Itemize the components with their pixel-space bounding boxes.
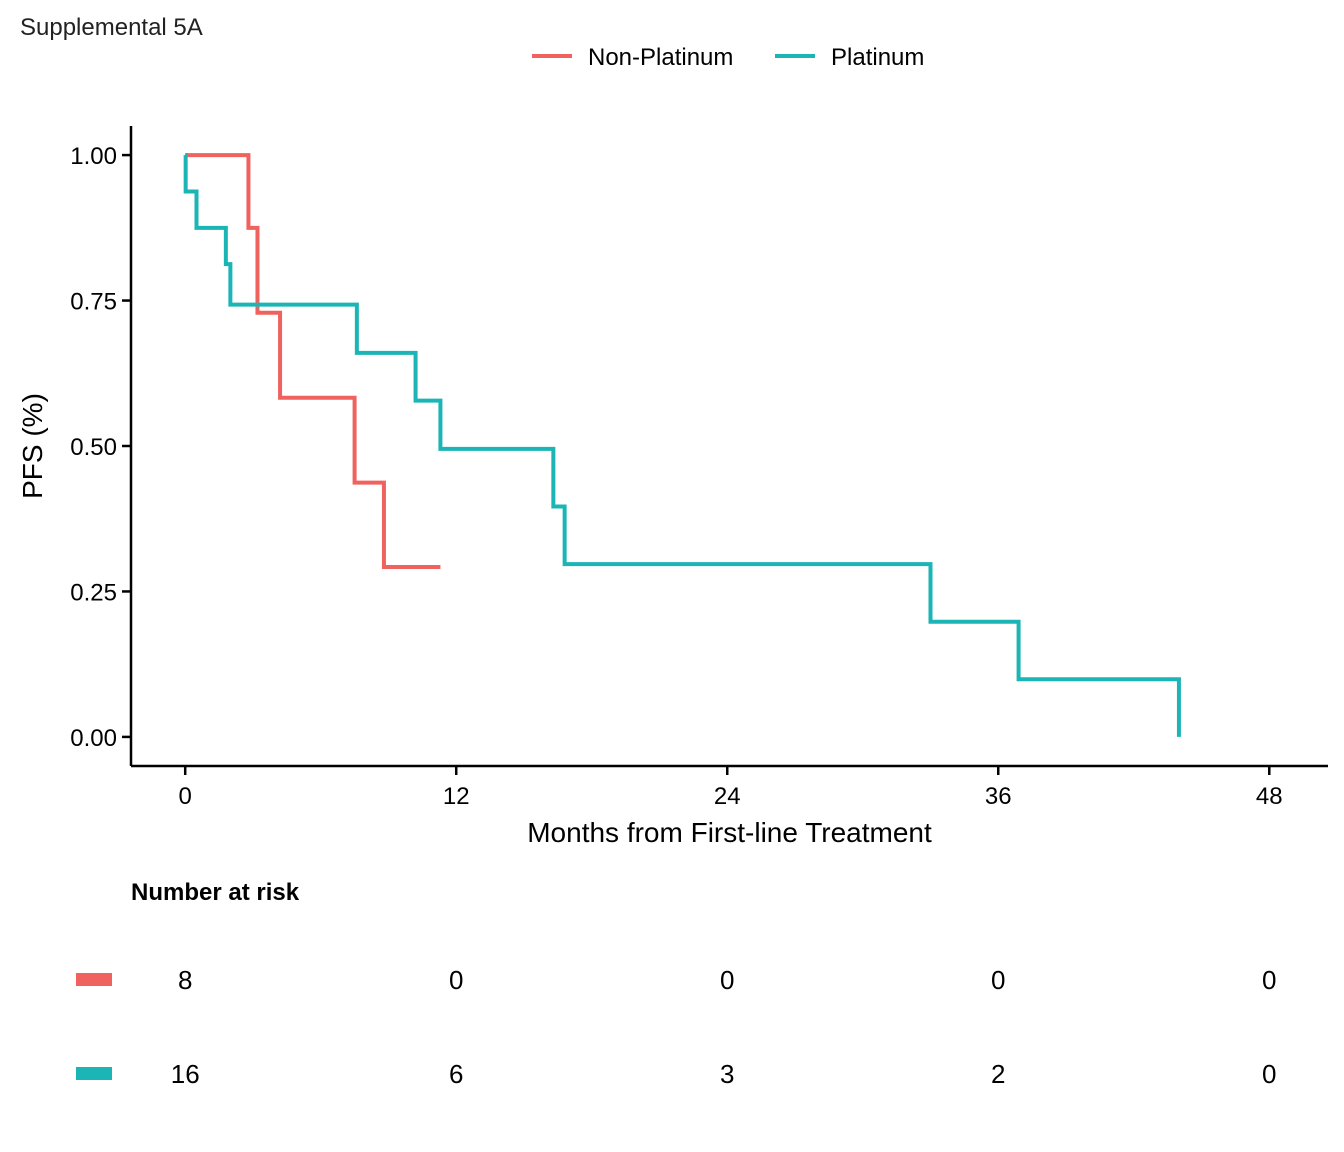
figure-label: Supplemental 5A: [20, 14, 203, 41]
curve-platinum: [183, 153, 1181, 737]
risk-row-key: [76, 973, 112, 986]
curve-non-platinum: [185, 153, 441, 570]
x-tick-label: 48: [1256, 783, 1283, 810]
y-tick-label: 0.50: [70, 434, 117, 461]
risk-count: 0: [1262, 965, 1276, 995]
y-tick-label: 0.00: [70, 725, 117, 752]
y-tick-label: 0.75: [70, 289, 117, 316]
risk-count: 2: [991, 1059, 1005, 1089]
x-tick-label: 36: [985, 783, 1012, 810]
risk-table: 8 0 0 0 0 16 6 3 2 0: [76, 965, 1277, 1089]
risk-count: 0: [720, 965, 734, 995]
risk-count: 0: [1262, 1059, 1276, 1089]
risk-count: 0: [449, 965, 463, 995]
x-tick-label: 0: [179, 783, 192, 810]
x-tick-label: 12: [443, 783, 470, 810]
legend-label-platinum: Platinum: [831, 44, 924, 71]
survival-curves: [183, 153, 1181, 737]
x-tick-label: 24: [714, 783, 741, 810]
risk-count: 16: [171, 1059, 200, 1089]
risk-count: 6: [449, 1059, 463, 1089]
y-ticks: 0.00 0.25 0.50 0.75 1.00: [70, 143, 131, 752]
y-tick-label: 1.00: [70, 143, 117, 170]
axes: 0.00 0.25 0.50 0.75 1.00 0 12 24 36 48: [70, 126, 1328, 810]
legend: Non-Platinum Platinum: [532, 44, 924, 71]
risk-count: 3: [720, 1059, 734, 1089]
legend-label-non-platinum: Non-Platinum: [588, 44, 733, 71]
y-tick-label: 0.25: [70, 579, 117, 606]
x-ticks: 0 12 24 36 48: [179, 766, 1283, 810]
risk-table-title: Number at risk: [131, 879, 300, 906]
risk-count: 8: [178, 965, 192, 995]
risk-row-key: [76, 1067, 112, 1080]
x-axis-label: Months from First-line Treatment: [527, 817, 932, 848]
risk-count: 0: [991, 965, 1005, 995]
y-axis-label: PFS (%): [17, 393, 48, 499]
